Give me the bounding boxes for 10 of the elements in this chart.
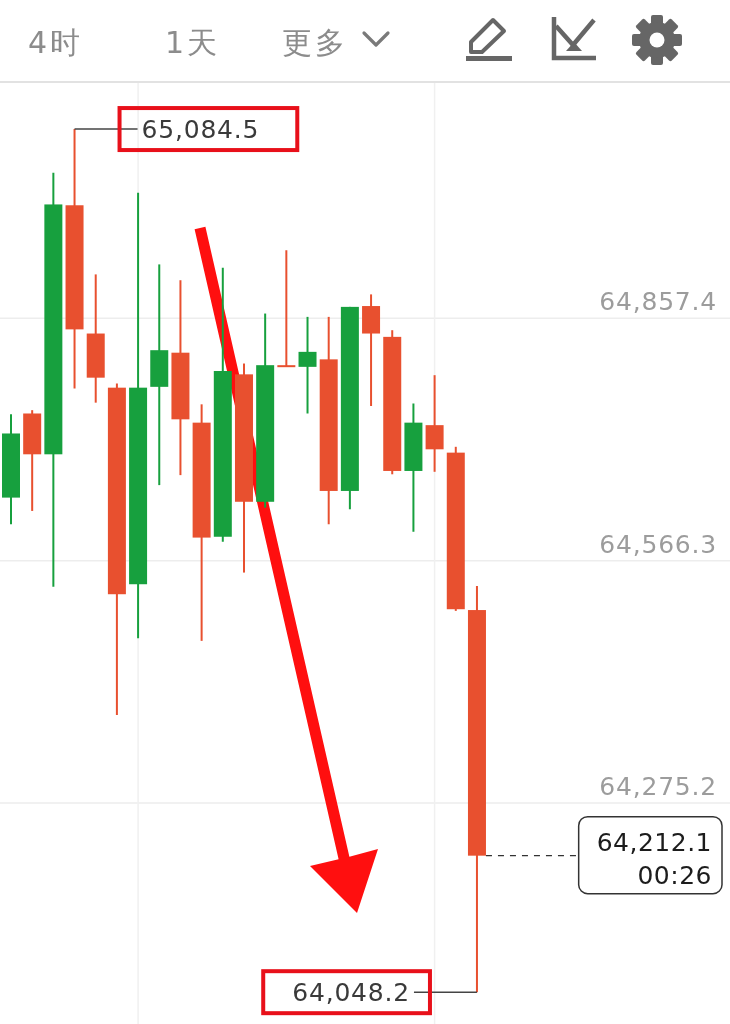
text: 1天 bbox=[165, 25, 221, 60]
annotation: 64,048.2 bbox=[292, 978, 410, 1008]
y-tick-label: 64,275.2 bbox=[599, 772, 717, 802]
text: 00:26 bbox=[637, 860, 712, 890]
y-tick-label: 64,566.3 bbox=[599, 529, 717, 559]
text: 4时 bbox=[28, 25, 84, 60]
annotation: 65,084.5 bbox=[141, 115, 260, 145]
text: 64,212.1 bbox=[596, 827, 712, 857]
text: 更多 bbox=[282, 25, 348, 60]
y-tick-label: 64,857.4 bbox=[599, 287, 717, 317]
